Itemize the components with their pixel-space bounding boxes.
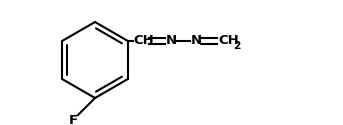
Text: N: N [191, 34, 202, 48]
Text: F: F [69, 114, 78, 125]
Text: 2: 2 [233, 41, 240, 51]
Text: CH: CH [133, 34, 154, 48]
Text: N: N [166, 34, 177, 48]
Text: CH: CH [218, 34, 239, 48]
